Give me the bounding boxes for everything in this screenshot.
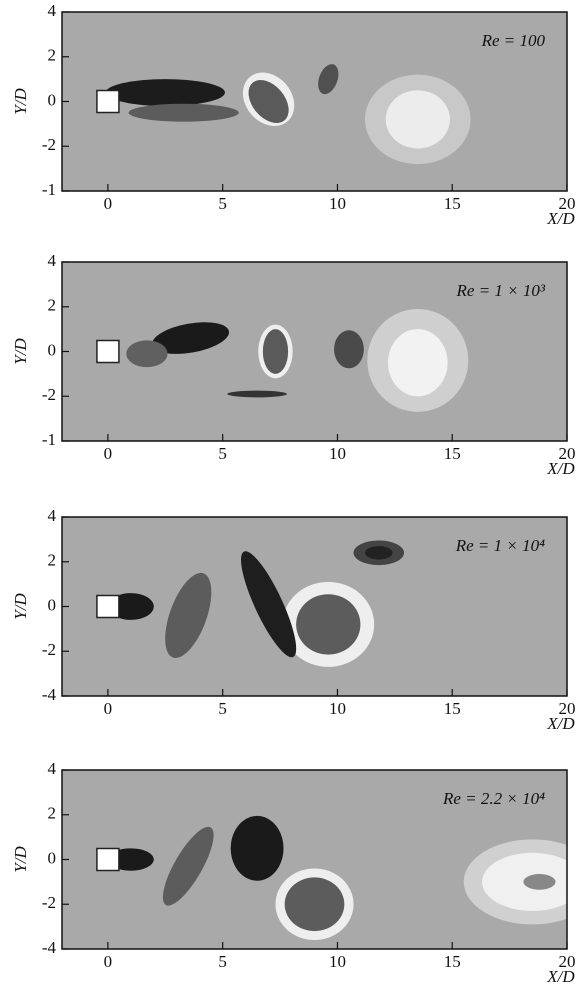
x-tick-label: 15 — [444, 699, 461, 718]
cylinder — [96, 89, 120, 114]
y-axis-label: Y/D — [11, 338, 30, 365]
y-tick-label: -2 — [42, 385, 56, 404]
vortex — [318, 64, 339, 95]
y-tick-label: 0 — [48, 595, 57, 614]
y-tick-label: 0 — [48, 848, 57, 867]
x-tick-label: 10 — [329, 699, 346, 718]
field — [62, 517, 567, 696]
x-tick-label: 0 — [104, 699, 113, 718]
vortex — [387, 329, 448, 397]
x-tick-label: 15 — [444, 444, 461, 463]
x-tick-label: 20 — [559, 952, 576, 971]
x-tick-label: 20 — [559, 444, 576, 463]
field — [62, 262, 567, 441]
vortex — [162, 826, 214, 906]
x-tick-label: 10 — [329, 952, 346, 971]
y-tick-label: 2 — [48, 804, 57, 823]
vortex — [296, 594, 361, 655]
y-tick-label: 4 — [48, 759, 57, 778]
y-tick-label: 2 — [48, 296, 57, 315]
y-tick-label: -2 — [42, 640, 56, 659]
y-tick-label: -4 — [42, 938, 57, 957]
x-tick-label: 15 — [444, 952, 461, 971]
field — [62, 770, 567, 949]
x-tick-label: 10 — [329, 444, 346, 463]
x-tick-label: 0 — [104, 952, 113, 971]
x-tick-label: 5 — [218, 194, 227, 213]
vortex — [230, 815, 284, 881]
vortex — [262, 329, 289, 374]
x-tick-label: 10 — [329, 194, 346, 213]
vortex — [385, 90, 450, 149]
y-tick-label: 4 — [48, 506, 57, 525]
x-axis-label: X/D — [546, 967, 575, 986]
annotation: Re = 100 — [481, 31, 546, 50]
vortex — [365, 546, 393, 560]
y-tick-label: 4 — [48, 251, 57, 270]
field — [62, 12, 567, 191]
y-tick-label: 0 — [48, 90, 57, 109]
x-tick-label: 0 — [104, 194, 113, 213]
y-tick-label: 0 — [48, 340, 57, 359]
annotation: Re = 1 × 10⁴ — [455, 536, 545, 555]
panel: 0 5 10 15 20 -1 -2 0 2 4 X/D Y/D Re = 100 — [11, 1, 576, 228]
panel: 0 5 10 15 20 -4 -2 0 2 4 X/D Y/D Re = 2.2 × 10⁴ — [11, 759, 576, 986]
panel: 0 5 10 15 20 -4 -2 0 2 4 X/D Y/D Re = 1 × 10⁴ — [11, 506, 576, 733]
y-tick-label: -1 — [42, 430, 56, 449]
vortex — [284, 877, 345, 932]
vortex — [105, 79, 225, 106]
annotation: Re = 1 × 10³ — [456, 281, 546, 300]
annotation: Re = 2.2 × 10⁴ — [442, 789, 545, 808]
x-tick-label: 5 — [218, 444, 227, 463]
vortex — [126, 340, 168, 368]
x-tick-label: 15 — [444, 194, 461, 213]
y-tick-label: 4 — [48, 1, 57, 20]
vortex — [227, 390, 287, 398]
y-tick-label: 2 — [48, 46, 57, 65]
vortex — [128, 103, 239, 122]
y-axis-label: Y/D — [11, 846, 30, 873]
y-axis-label: Y/D — [11, 593, 30, 620]
x-axis-label: X/D — [546, 459, 575, 478]
y-tick-label: -2 — [42, 893, 56, 912]
cylinder — [96, 847, 120, 872]
x-tick-label: 5 — [218, 699, 227, 718]
y-axis-label: Y/D — [11, 88, 30, 115]
vortex — [165, 572, 212, 658]
y-tick-label: -1 — [42, 180, 56, 199]
panel: 0 5 10 15 20 -1 -2 0 2 4 X/D Y/D Re = 1 × 10³ — [11, 251, 576, 478]
x-tick-label: 20 — [559, 194, 576, 213]
vortex — [241, 551, 297, 658]
x-axis-label: X/D — [546, 209, 575, 228]
vortex — [523, 874, 556, 890]
x-tick-label: 5 — [218, 952, 227, 971]
x-axis-label: X/D — [546, 714, 575, 733]
vortex — [248, 80, 289, 123]
y-tick-label: 2 — [48, 551, 57, 570]
x-tick-label: 20 — [559, 699, 576, 718]
y-tick-label: -2 — [42, 135, 56, 154]
cylinder — [96, 594, 120, 619]
vortex — [334, 330, 364, 369]
x-tick-label: 0 — [104, 444, 113, 463]
cylinder — [96, 339, 120, 364]
y-tick-label: -4 — [42, 685, 57, 704]
vortex — [152, 322, 230, 354]
